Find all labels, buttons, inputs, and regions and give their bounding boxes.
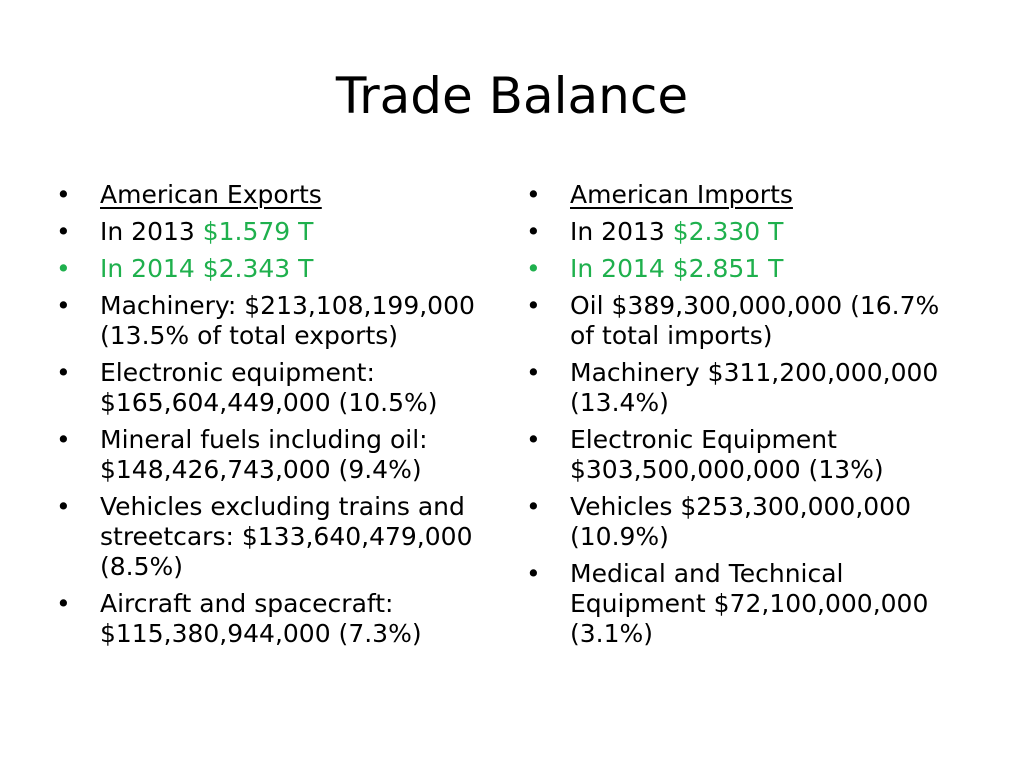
list-item: • Vehicles $253,300,000,000 (10.9%) [526,492,946,552]
imports-heading-item: • American Imports [526,180,946,210]
list-item-text: Aircraft and spacecraft: $115,380,944,00… [100,589,422,648]
bullet-icon: • [56,291,71,320]
list-item: • Vehicles excluding trains and streetca… [56,492,476,582]
bullet-icon: • [56,254,71,283]
bullet-icon: • [56,217,71,246]
exports-heading-item: • American Exports [56,180,476,210]
exports-2013-item: • In 2013 $1.579 T [56,217,476,247]
list-item-text: Electronic Equipment $303,500,000,000 (1… [570,425,884,484]
bullet-icon: • [526,180,541,209]
list-item-text: Vehicles $253,300,000,000 (10.9%) [570,492,911,551]
list-item-text: Oil $389,300,000,000 (16.7% of total imp… [570,291,940,350]
bullet-icon: • [526,217,541,246]
imports-list: • American Imports • In 2013 $2.330 T • … [526,180,946,656]
imports-2014-item: • In 2014 $2.851 T [526,254,946,284]
imports-2013-item: • In 2013 $2.330 T [526,217,946,247]
list-item: • Aircraft and spacecraft: $115,380,944,… [56,589,476,649]
bullet-icon: • [526,254,541,283]
bullet-icon: • [56,180,71,209]
list-item: • Machinery: $213,108,199,000 (13.5% of … [56,291,476,351]
exports-2013-value: $1.579 T [202,217,314,246]
bullet-icon: • [526,425,541,454]
exports-2013-label: In 2013 [100,217,203,246]
list-item: • Machinery $311,200,000,000 (13.4%) [526,358,946,418]
exports-2014-text: In 2014 $2.343 T [100,254,314,283]
exports-heading: American Exports [100,180,322,209]
bullet-icon: • [526,358,541,387]
list-item: • Mineral fuels including oil: $148,426,… [56,425,476,485]
list-item: • Electronic equipment: $165,604,449,000… [56,358,476,418]
bullet-icon: • [56,425,71,454]
slide-title: Trade Balance [335,67,689,125]
imports-2013-value: $2.330 T [672,217,784,246]
list-item-text: Electronic equipment: $165,604,449,000 (… [100,358,438,417]
bullet-icon: • [526,559,541,588]
bullet-icon: • [56,492,71,521]
list-item-text: Vehicles excluding trains and streetcars… [100,492,473,581]
list-item: • Oil $389,300,000,000 (16.7% of total i… [526,291,946,351]
list-item-text: Mineral fuels including oil: $148,426,74… [100,425,428,484]
list-item: • Electronic Equipment $303,500,000,000 … [526,425,946,485]
bullet-icon: • [56,589,71,618]
imports-heading: American Imports [570,180,793,209]
list-item: • Medical and Technical Equipment $72,10… [526,559,946,649]
bullet-icon: • [56,358,71,387]
exports-list: • American Exports • In 2013 $1.579 T • … [56,180,476,656]
imports-2014-text: In 2014 $2.851 T [570,254,784,283]
list-item-text: Machinery: $213,108,199,000 (13.5% of to… [100,291,475,350]
list-item-text: Machinery $311,200,000,000 (13.4%) [570,358,939,417]
bullet-icon: • [526,291,541,320]
list-item-text: Medical and Technical Equipment $72,100,… [570,559,929,648]
imports-2013-label: In 2013 [570,217,673,246]
bullet-icon: • [526,492,541,521]
exports-2014-item: • In 2014 $2.343 T [56,254,476,284]
